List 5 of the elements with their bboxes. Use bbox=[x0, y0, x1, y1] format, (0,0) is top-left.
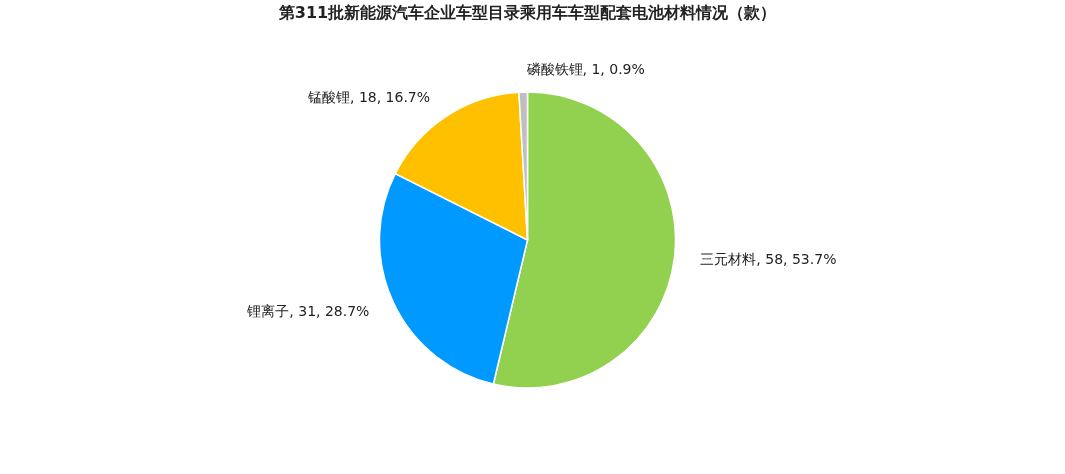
slice-label: 磷酸铁锂, 1, 0.9% bbox=[525, 61, 645, 78]
slice-label: 锂离子, 31, 28.7% bbox=[246, 302, 370, 319]
chart-title: 第311批新能源汽车企业车型目录乘用车车型配套电池材料情况（款） bbox=[277, 3, 777, 22]
slice-label: 锰酸锂, 18, 16.7% bbox=[306, 88, 431, 105]
slice-label: 三元材料, 58, 53.7% bbox=[700, 250, 837, 267]
